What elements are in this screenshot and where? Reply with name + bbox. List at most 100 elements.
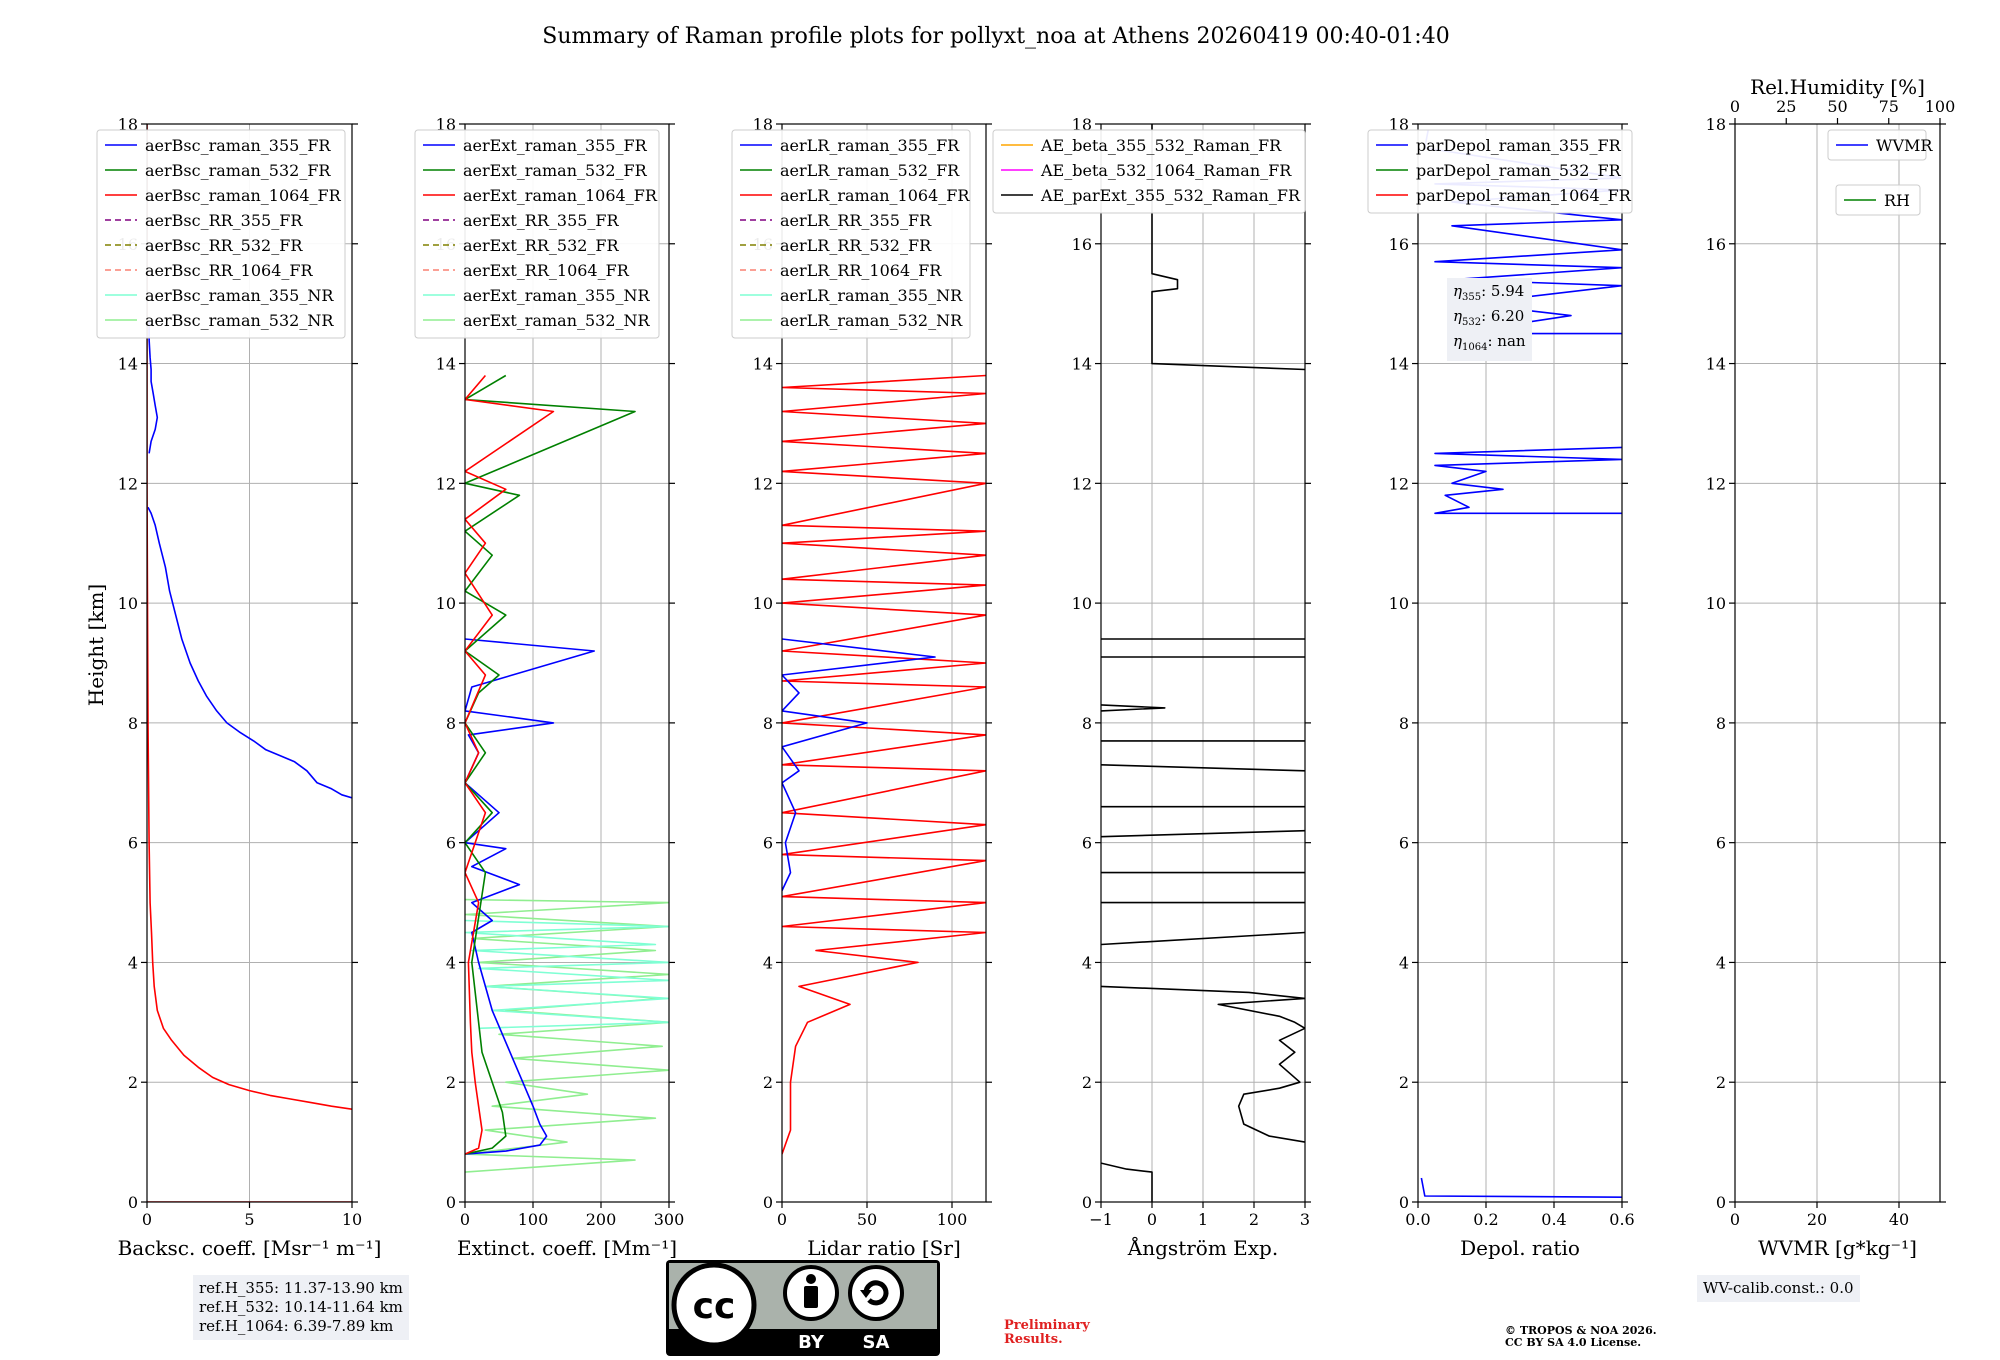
y-tick-label: 10 — [753, 594, 773, 613]
legend-box-ext — [414, 129, 660, 339]
y-tick-label: 14 — [753, 355, 773, 374]
legend-entry-label: aerBsc_RR_1064_FR — [145, 261, 314, 280]
series-line-AE_parExt_355_532_Raman_FR_m — [1151, 124, 1305, 371]
legend-entry-label: parDepol_raman_355_FR — [1416, 136, 1622, 155]
legend-entry-label: aerExt_RR_355_FR — [463, 211, 620, 230]
y-tick-label: 12 — [1072, 474, 1092, 493]
legend-entry-label: aerLR_raman_355_NR — [780, 286, 963, 305]
legend-box-wv — [1835, 184, 1921, 216]
ref-height-532: ref.H_532: 10.14-11.64 km — [199, 1298, 403, 1316]
y-tick-label: 12 — [1706, 474, 1726, 493]
series-line-aerLR_raman_355_FR — [782, 638, 936, 891]
y-tick-label: 10 — [118, 594, 138, 613]
x-tick-label: 0.2 — [1473, 1210, 1498, 1229]
y-tick-label: 14 — [1389, 355, 1409, 374]
y-tick-label: 4 — [1399, 953, 1409, 972]
plot-frame — [1734, 123, 1941, 1203]
series-line-aerExt_raman_355_FR — [465, 638, 596, 1155]
legend-entry-label: aerBsc_raman_1064_FR — [145, 186, 342, 205]
y-tick-label: 10 — [1072, 594, 1092, 613]
x-tick-label: 0 — [777, 1210, 787, 1229]
legend-entry-label: aerBsc_raman_532_NR — [145, 311, 334, 330]
panel-ext: 0100200300024681012141618Extinct. coeff.… — [414, 115, 685, 1260]
ref-heights-box: ref.H_355: 11.37-13.90 km ref.H_532: 10.… — [193, 1275, 409, 1340]
legend-box-depol — [1367, 129, 1633, 214]
top-axis-label: Rel.Humidity [%] — [1750, 75, 1925, 99]
y-tick-label: 0 — [1716, 1193, 1726, 1212]
x-axis-label-ext: Extinct. coeff. [Mm⁻¹] — [457, 1236, 677, 1260]
top-x-tick-label: 0 — [1730, 97, 1740, 116]
x-tick-label: 0 — [1147, 1210, 1157, 1229]
y-tick-label: 2 — [1716, 1073, 1726, 1092]
series-line-AE_parExt_355_532_Raman_FR — [1101, 1162, 1153, 1202]
y-tick-label: 6 — [1399, 834, 1409, 853]
legend-entry-label: AE_beta_355_532_Raman_FR — [1040, 136, 1282, 155]
x-axis-label-wv: WVMR [g*kg⁻¹] — [1758, 1236, 1917, 1260]
eta-355: 5.94 — [1490, 282, 1525, 300]
y-tick-label: 18 — [1072, 115, 1092, 134]
y-tick-label: 2 — [446, 1073, 456, 1092]
y-tick-label: 16 — [1072, 235, 1092, 254]
cc-circle-icon — [671, 1262, 757, 1348]
eta-1064: nan — [1497, 332, 1526, 350]
y-tick-label: 2 — [1399, 1073, 1409, 1092]
angstrom-info-box: η355: 5.94 η532: 6.20 η1064: nan — [1447, 278, 1532, 361]
plot-frame — [1417, 123, 1623, 1203]
legend-entry-label: aerLR_RR_1064_FR — [780, 261, 942, 280]
y-tick-label: 10 — [1389, 594, 1409, 613]
series-line-AE_parExt_355_532_Raman_FR_h — [1101, 764, 1305, 772]
x-tick-label: 0 — [142, 1210, 152, 1229]
series-line-aerBsc_raman_1064_FR — [147, 124, 352, 1110]
series-line-AE_parExt_355_532_Raman_FR_f — [1101, 829, 1305, 838]
x-tick-label: 300 — [654, 1210, 685, 1229]
legend-entry-label: aerExt_raman_355_NR — [463, 286, 651, 305]
x-tick-label: 200 — [586, 1210, 617, 1229]
x-tick-label: 0 — [460, 1210, 470, 1229]
y-tick-label: 0 — [1082, 1193, 1092, 1212]
x-tick-label: −1 — [1089, 1210, 1113, 1229]
x-tick-label: 10 — [342, 1210, 362, 1229]
y-tick-label: 14 — [436, 355, 456, 374]
y-tick-label: 18 — [1706, 115, 1726, 134]
top-x-tick-label: 25 — [1776, 97, 1796, 116]
series-line-aerBsc_raman_355_FR — [147, 506, 352, 799]
x-tick-label: 100 — [518, 1210, 549, 1229]
x-axis-label-lr: Lidar ratio [Sr] — [807, 1236, 961, 1260]
y-tick-label: 4 — [1716, 953, 1726, 972]
x-tick-label: 1 — [1198, 1210, 1208, 1229]
legend-box-lr — [731, 129, 971, 339]
y-tick-label: 4 — [128, 953, 138, 972]
cc-badge-by-text: BY — [798, 1332, 825, 1353]
sa-share-alike-icon — [848, 1265, 904, 1321]
copyright-note: © TROPOS & NOA 2026. CC BY SA 4.0 Licens… — [1505, 1324, 1657, 1349]
series-group-ext — [465, 374, 669, 1173]
panel-bsc: 0510024681012141618Backsc. coeff. [Msr⁻¹… — [96, 115, 381, 1260]
top-x-tick-label: 75 — [1879, 97, 1899, 116]
series-line-parDepol_raman_355_FR — [1420, 1177, 1622, 1198]
y-tick-label: 8 — [1082, 714, 1092, 733]
y-tick-label: 10 — [1706, 594, 1726, 613]
legend-entry-label: aerExt_raman_1064_FR — [463, 186, 658, 205]
legend-entry-label: aerBsc_raman_532_FR — [145, 161, 331, 180]
x-tick-label: 100 — [937, 1210, 968, 1229]
y-tick-label: 6 — [128, 834, 138, 853]
x-tick-label: 0 — [1730, 1210, 1740, 1229]
legend-entry-label: WVMR — [1876, 136, 1933, 155]
y-axis-label: Height [km] — [84, 584, 108, 706]
wv-calib-text: WV-calib.const.: 0.0 — [1703, 1279, 1854, 1297]
x-tick-label: 20 — [1807, 1210, 1827, 1229]
y-tick-label: 18 — [1389, 115, 1409, 134]
series-line-aerBsc_raman_355_FR_upper — [148, 321, 159, 454]
y-tick-label: 12 — [1389, 474, 1409, 493]
legend-entry-label: aerLR_RR_532_FR — [780, 236, 932, 255]
legend-entry-label: aerExt_RR_532_FR — [463, 236, 620, 255]
panel-lr: 050100024681012141618Lidar ratio [Sr]aer… — [731, 115, 992, 1260]
legend-entry-label: aerBsc_RR_355_FR — [145, 211, 303, 230]
top-x-tick-label: 100 — [1925, 97, 1956, 116]
panel-depol: 0.0 0.2 0.4 0.6 0 2 4 6 8 10 12 14 16 18 Depol. ratio p… — [1367, 115, 1635, 1260]
legend-entry-label: AE_beta_532_1064_Raman_FR — [1040, 161, 1292, 180]
legend-entry-label: aerLR_raman_1064_FR — [780, 186, 970, 205]
legend-box-wv — [1827, 129, 1927, 161]
